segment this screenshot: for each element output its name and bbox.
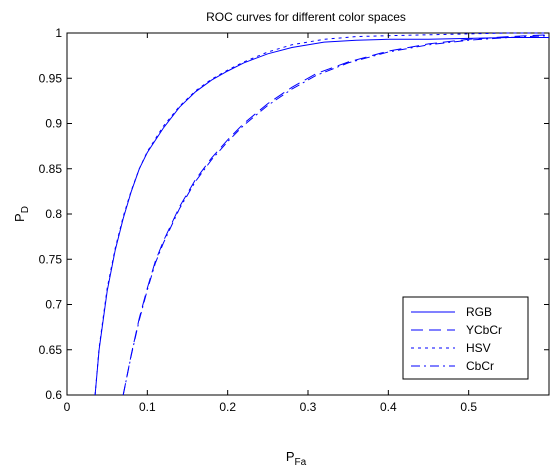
y-tick-label: 0.8 [45, 207, 62, 221]
y-axis-label-main: P [12, 213, 27, 222]
legend: RGB YCbCr HSV CbCr [402, 296, 529, 380]
x-tick-label: 0.3 [300, 400, 317, 414]
x-tick-label: 0.4 [380, 400, 397, 414]
x-tick-label: 0.1 [139, 400, 156, 414]
x-axis-label-main: P [286, 449, 295, 464]
y-tick-label: 0.9 [45, 117, 62, 131]
y-axis-label-subscript: D [20, 206, 31, 213]
y-tick-label: 1 [55, 26, 62, 40]
legend-items: RGB YCbCr HSV CbCr [411, 305, 502, 373]
y-axis-label: PD [12, 206, 31, 222]
legend-label-rgb: RGB [466, 305, 492, 319]
y-tick-label: 0.65 [39, 343, 63, 357]
y-axis-ticks: 0.6 0.65 0.7 0.75 0.8 0.85 0.9 0.95 1 [39, 26, 549, 402]
y-tick-label: 0.7 [45, 298, 62, 312]
x-axis-label: PFa [286, 449, 307, 468]
legend-label-hsv: HSV [466, 341, 491, 355]
x-tick-label: 0.2 [219, 400, 236, 414]
legend-label-ycbcr: YCbCr [466, 323, 502, 337]
series-line-cbcr [122, 35, 550, 396]
y-tick-label: 0.6 [45, 388, 62, 402]
x-axis-ticks: 0 0.1 0.2 0.3 0.4 0.5 [64, 33, 477, 414]
y-tick-label: 0.75 [39, 252, 63, 266]
chart-title: ROC curves for different color spaces [206, 10, 406, 24]
y-tick-label: 0.85 [39, 162, 63, 176]
x-tick-label: 0 [64, 400, 71, 414]
x-axis-label-subscript: Fa [295, 457, 307, 468]
x-tick-label: 0.5 [460, 400, 477, 414]
series-layer [94, 32, 550, 396]
series-line-ycbcr [122, 34, 550, 396]
legend-label-cbcr: CbCr [466, 359, 494, 373]
legend-box [402, 296, 529, 380]
series-line-hsv [94, 32, 549, 396]
y-tick-label: 0.95 [39, 71, 63, 85]
